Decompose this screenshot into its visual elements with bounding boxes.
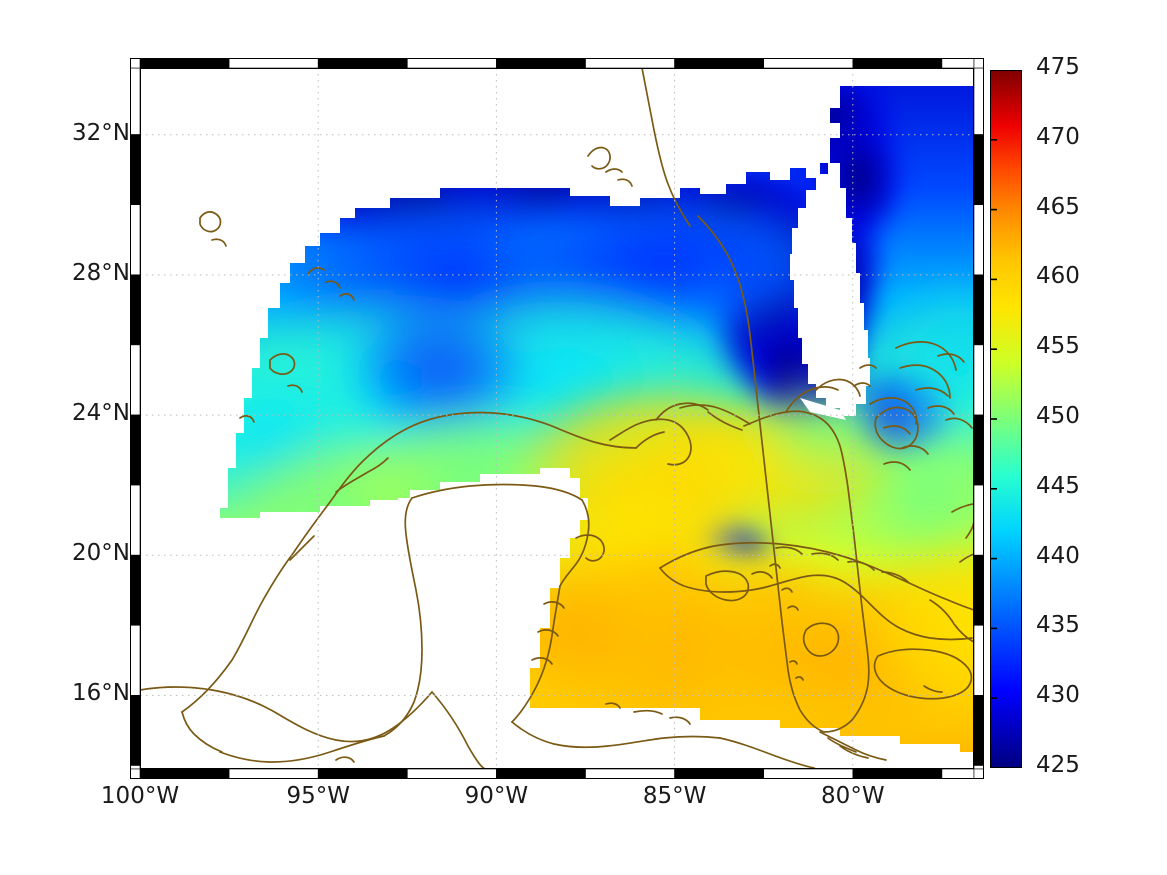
frame-segment	[674, 58, 765, 69]
frame-segment	[139, 58, 230, 69]
xtick-label-90: 90°W	[464, 783, 529, 809]
colorbar-label-475: 475	[1036, 54, 1080, 80]
frame-segment	[407, 58, 497, 69]
frame-segment	[130, 414, 141, 486]
xtick-label-100: 100°W	[100, 783, 180, 809]
frame-segment	[130, 695, 141, 766]
frame-segment	[130, 624, 141, 696]
frame-segment	[139, 768, 230, 779]
frame-segment	[973, 204, 984, 276]
frame-segment	[973, 554, 984, 626]
frame-segment	[674, 768, 765, 779]
frame-segment	[852, 768, 943, 779]
frame-segment	[941, 768, 975, 779]
frame-segment	[130, 768, 141, 779]
ytick-label-16: 16°N	[72, 680, 130, 707]
frame-segment	[130, 554, 141, 626]
frame-segment	[973, 414, 984, 486]
frame-segment	[496, 768, 586, 779]
colorbar	[990, 70, 1022, 768]
frame-segment	[317, 58, 408, 69]
frame-segment	[973, 274, 984, 346]
ytick-label-20: 20°N	[72, 540, 130, 567]
frame-segment	[973, 58, 984, 69]
frame-segment	[496, 58, 586, 69]
frame-segment	[973, 484, 984, 556]
xtick-label-80: 80°W	[821, 783, 885, 809]
colorbar-label-455: 455	[1036, 333, 1080, 360]
frame-segment	[130, 134, 141, 205]
colorbar-label-465: 465	[1036, 193, 1080, 220]
xtick-label-95: 95°W	[286, 783, 350, 809]
colorbar-label-435: 435	[1036, 612, 1080, 639]
frame-segment	[317, 768, 408, 779]
frame-segment	[973, 67, 984, 135]
map-plot-area	[130, 58, 984, 779]
frame-segment	[130, 204, 141, 276]
ytick-label-24: 24°N	[72, 399, 130, 426]
frame-segment	[228, 58, 319, 69]
frame-segment	[763, 768, 854, 779]
colorbar-label-440: 440	[1036, 542, 1080, 569]
frame-segment	[973, 344, 984, 416]
colorbar-label-450: 450	[1036, 403, 1080, 429]
xtick-label-85: 85°W	[642, 783, 707, 809]
ytick-label-28: 28°N	[72, 259, 130, 286]
frame-segment	[973, 624, 984, 696]
ytick-label-32: 32°N	[72, 119, 130, 146]
frame-segment	[130, 765, 141, 770]
colorbar-label-425: 425	[1036, 752, 1080, 778]
frame-segment	[130, 67, 141, 135]
frame-segment	[585, 58, 675, 69]
frame-segment	[941, 58, 975, 69]
frame-segment	[130, 58, 141, 69]
frame-segment	[973, 768, 984, 779]
frame-segment	[407, 768, 497, 779]
frame-segment	[130, 274, 141, 346]
frame-segment	[852, 58, 943, 69]
frame-segment	[973, 695, 984, 766]
frame-segment	[130, 484, 141, 556]
colorbar-svg	[990, 70, 1022, 768]
frame-segment	[763, 58, 854, 69]
frame-segment	[585, 768, 675, 779]
frame-segment	[228, 768, 319, 779]
colorbar-label-430: 430	[1036, 682, 1080, 709]
frame-segment	[973, 134, 984, 205]
frame-segment	[973, 765, 984, 770]
frame-segment	[130, 344, 141, 416]
colorbar-label-460: 460	[1036, 263, 1080, 290]
colorbar-label-470: 470	[1036, 123, 1080, 150]
map-svg	[140, 68, 974, 769]
colorbar-label-445: 445	[1036, 472, 1080, 499]
